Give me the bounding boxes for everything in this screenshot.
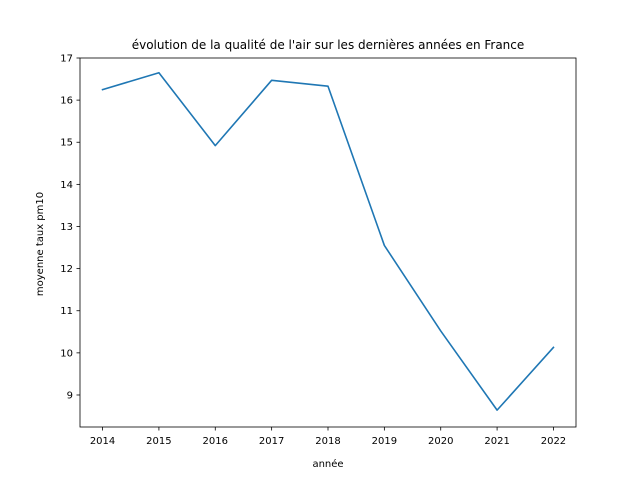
x-tick-label: 2017 [259, 436, 284, 447]
x-tick-label: 2014 [90, 436, 115, 447]
series-line-pm10 [101, 71, 555, 411]
x-tick-label: 2019 [372, 436, 397, 447]
x-tick-label: 2018 [315, 436, 340, 447]
y-tick-label: 15 [60, 138, 73, 149]
y-tick-label: 16 [60, 96, 73, 107]
y-tick-label: 11 [60, 306, 73, 317]
x-axis-label: année [312, 458, 343, 470]
y-tick-label: 12 [60, 264, 73, 275]
y-tick-label: 13 [60, 222, 73, 233]
x-tick-label: 2015 [146, 436, 171, 447]
plot-area-frame [79, 57, 577, 428]
y-tick-label: 9 [67, 390, 73, 401]
y-tick-label: 14 [60, 180, 73, 191]
y-tick-label: 10 [60, 348, 73, 359]
x-tick-label: 2016 [203, 436, 228, 447]
chart-title: évolution de la qualité de l'air sur les… [132, 38, 525, 52]
x-tick-label: 2021 [484, 436, 509, 447]
x-tick-label: 2020 [428, 436, 453, 447]
y-axis-label: moyenne taux pm10 [35, 192, 46, 296]
y-tick-label: 17 [60, 54, 73, 65]
ticks-layer: 2014 2015 2016 2017 2018 2019 2020 2021 2022 9 10 1… [60, 54, 566, 448]
x-tick-label: 2022 [541, 436, 566, 447]
